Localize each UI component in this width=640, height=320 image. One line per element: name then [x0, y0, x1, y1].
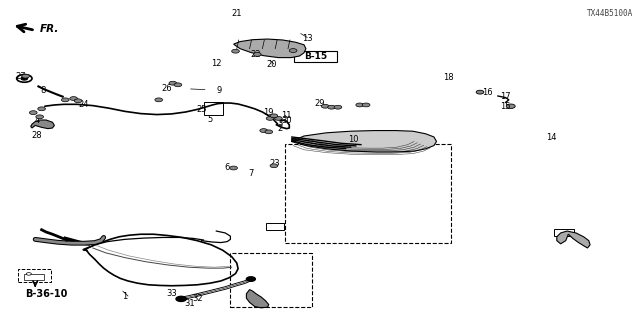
Circle shape	[270, 114, 278, 118]
Circle shape	[356, 103, 364, 107]
Circle shape	[328, 105, 335, 109]
Polygon shape	[291, 131, 436, 152]
Text: 2: 2	[278, 124, 283, 133]
Circle shape	[38, 107, 45, 111]
Text: 4: 4	[35, 116, 40, 125]
Circle shape	[174, 83, 182, 87]
Text: 31: 31	[184, 299, 195, 308]
Text: 6: 6	[225, 163, 230, 172]
Circle shape	[321, 104, 329, 108]
Text: 12: 12	[211, 60, 221, 68]
Text: 11: 11	[282, 111, 292, 120]
Bar	[24, 274, 44, 280]
Circle shape	[275, 116, 282, 120]
Circle shape	[230, 166, 237, 170]
Circle shape	[22, 74, 29, 78]
Text: 20: 20	[267, 60, 277, 69]
Bar	[266, 223, 284, 230]
Circle shape	[74, 99, 82, 103]
Text: TX44B5100A: TX44B5100A	[588, 9, 634, 18]
Polygon shape	[246, 290, 269, 308]
Bar	[285, 144, 451, 243]
Text: 7: 7	[248, 169, 253, 178]
Text: 17: 17	[500, 92, 511, 101]
Text: 19: 19	[264, 108, 274, 117]
Text: 9: 9	[216, 86, 221, 95]
Text: 22: 22	[251, 50, 261, 59]
Text: 13: 13	[302, 34, 312, 43]
Circle shape	[70, 97, 77, 100]
Circle shape	[246, 277, 255, 281]
Circle shape	[265, 130, 273, 134]
Text: 30: 30	[282, 116, 292, 125]
Circle shape	[36, 115, 44, 119]
Text: FR.: FR.	[40, 24, 59, 34]
Circle shape	[260, 129, 268, 132]
Text: 1: 1	[122, 292, 127, 301]
Text: 25: 25	[196, 105, 207, 114]
Circle shape	[253, 52, 261, 56]
Circle shape	[61, 98, 69, 102]
Text: 32: 32	[192, 294, 202, 303]
Text: 15: 15	[500, 102, 511, 111]
Text: 8: 8	[41, 86, 46, 95]
Bar	[204, 102, 223, 115]
Text: 3: 3	[278, 119, 283, 128]
Bar	[554, 229, 574, 236]
Circle shape	[26, 273, 31, 275]
Text: 10: 10	[348, 135, 358, 144]
Circle shape	[334, 105, 342, 109]
Circle shape	[29, 111, 37, 115]
Text: 18: 18	[443, 73, 453, 82]
Text: 5: 5	[207, 115, 212, 124]
Text: 26: 26	[161, 84, 172, 93]
Polygon shape	[234, 39, 306, 58]
Polygon shape	[557, 231, 590, 248]
Bar	[18, 269, 51, 282]
Circle shape	[169, 81, 177, 85]
Circle shape	[21, 77, 28, 80]
Circle shape	[232, 49, 239, 53]
Text: 21: 21	[232, 9, 242, 18]
Circle shape	[270, 164, 278, 168]
Text: 16: 16	[483, 88, 493, 97]
Circle shape	[289, 49, 297, 52]
Text: B-15: B-15	[304, 52, 327, 61]
Text: 24: 24	[78, 100, 88, 109]
Circle shape	[17, 75, 32, 82]
FancyBboxPatch shape	[294, 51, 337, 62]
Text: 14: 14	[547, 133, 557, 142]
Text: 23: 23	[270, 159, 280, 168]
Text: 33: 33	[166, 289, 177, 298]
Bar	[230, 253, 312, 307]
Polygon shape	[31, 120, 54, 129]
Circle shape	[362, 103, 370, 107]
Circle shape	[506, 104, 515, 108]
Text: 29: 29	[315, 100, 325, 108]
Circle shape	[266, 116, 274, 120]
Text: 27: 27	[15, 72, 26, 81]
Circle shape	[155, 98, 163, 102]
Circle shape	[476, 90, 484, 94]
Text: 28: 28	[32, 131, 42, 140]
Circle shape	[176, 296, 186, 301]
Text: B-36-10: B-36-10	[26, 289, 68, 299]
